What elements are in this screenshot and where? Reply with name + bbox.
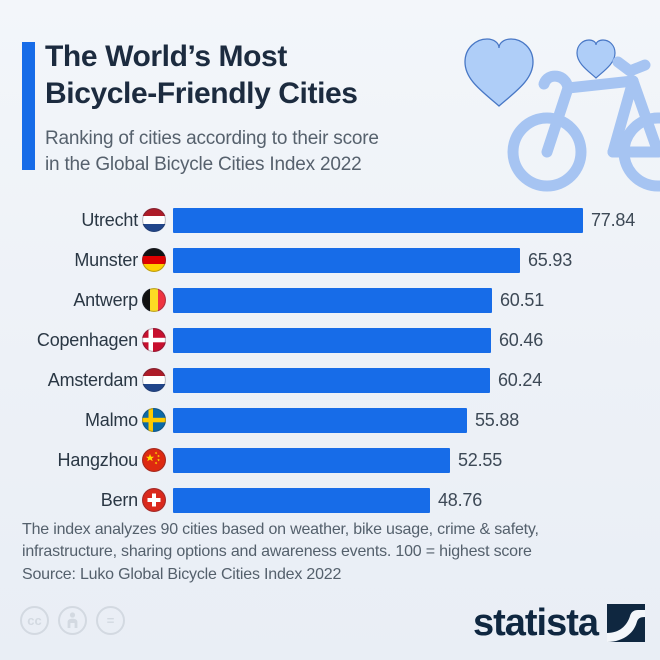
bar-category-label: Amsterdam [47,369,138,390]
page-title: The World’s Most Bicycle-Friendly Cities [45,38,358,112]
bicycle-icon [507,56,660,192]
flag-icon-sweden [142,408,166,432]
bar-row: Bern 48.76 [0,480,660,520]
flag-icon-denmark [142,328,166,352]
page-subtitle: Ranking of cities according to their sco… [45,126,379,178]
bar-row: Munster 65.93 [0,240,660,280]
no-derivatives-icon[interactable]: = [96,606,125,635]
bar[interactable] [173,247,520,273]
flag-icon-germany [142,248,166,272]
bar-value-label: 48.76 [438,489,483,510]
bar-row: Amsterdam 60.24 [0,360,660,400]
bar-row: Utrecht 77.84 [0,200,660,240]
bar[interactable] [173,287,492,313]
bar-category-label: Malmo [84,409,138,430]
no-derivatives-icon-label: = [106,613,115,628]
title-line-2: Bicycle-Friendly Cities [45,77,358,110]
license-icons: cc = [20,606,125,635]
flag-icon-netherlands [142,368,166,392]
cc-icon[interactable]: cc [20,606,49,635]
subtitle-line-2: in the Global Bicycle Cities Index 2022 [45,154,362,175]
bar-chart: Utrecht 77.84 Munster 65.93 Antwerp 60.51 Cope… [0,200,660,520]
subtitle-line-1: Ranking of cities according to their sco… [45,128,379,149]
heart-icon-large [464,38,534,107]
bar[interactable] [173,447,450,473]
statista-logo-mark [607,604,645,642]
bar-value-label: 55.88 [475,409,520,430]
footnote-line-1: The index analyzes 90 cities based on we… [22,521,539,538]
statista-logo[interactable]: statista [473,600,645,646]
bar-category-label: Copenhagen [36,329,138,350]
attribution-person-icon[interactable] [58,606,87,635]
bar-value-label: 65.93 [528,249,573,270]
bar-category-label: Bern [100,489,138,510]
bar-row: Hangzhou 52.55 [0,440,660,480]
bar-value-label: 60.24 [498,369,543,390]
bar-value-label: 77.84 [591,209,636,230]
bar[interactable] [173,487,430,513]
heart-icon-small [576,39,616,79]
bar[interactable] [173,407,467,433]
bar[interactable] [173,207,583,233]
bar[interactable] [173,327,491,353]
chart-footnote: The index analyzes 90 cities based on we… [22,519,539,563]
cc-icon-label: cc [27,613,42,628]
flag-icon-belgium [142,288,166,312]
title-line-1: The World’s Most [45,40,287,73]
flag-icon-netherlands [142,208,166,232]
flag-icon-china [142,448,166,472]
bar-value-label: 60.51 [500,289,545,310]
header-decoration [455,26,660,206]
bar-row: Copenhagen 60.46 [0,320,660,360]
bar-value-label: 52.55 [458,449,503,470]
bar-category-label: Hangzhou [57,449,139,470]
source-line: Source: Luko Global Bicycle Cities Index… [22,566,342,583]
statista-logo-text: statista [472,602,599,644]
bar-row: Malmo 55.88 [0,400,660,440]
bar-category-label: Utrecht [81,209,138,230]
title-accent-bar [22,42,35,170]
flag-icon-switzerland [142,488,166,512]
bar-category-label: Munster [74,249,138,270]
bar[interactable] [173,367,490,393]
bar-value-label: 60.46 [499,329,544,350]
footnote-line-2: infrastructure, sharing options and awar… [22,543,532,560]
bar-row: Antwerp 60.51 [0,280,660,320]
bar-category-label: Antwerp [73,289,138,310]
